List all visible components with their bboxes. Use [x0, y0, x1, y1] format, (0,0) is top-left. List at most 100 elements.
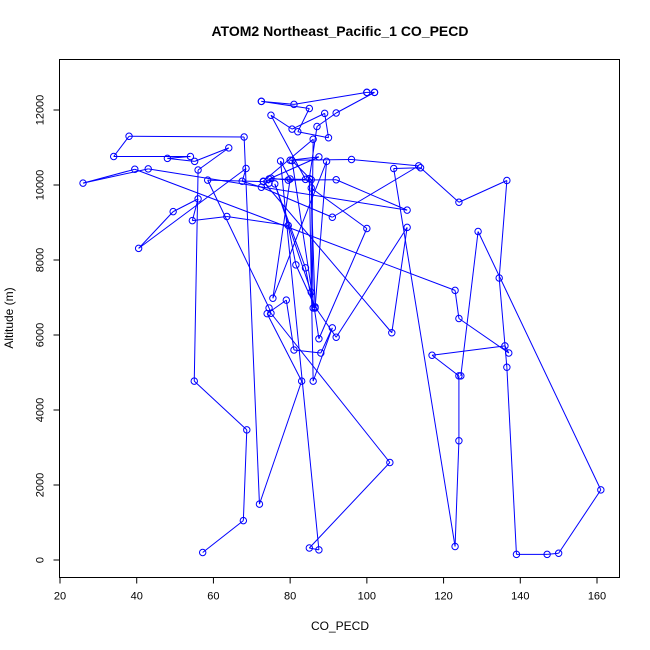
data-point [198, 548, 207, 557]
y-tick-label: 2000 [35, 473, 47, 497]
series-segment [393, 168, 456, 547]
series-segment [312, 327, 333, 382]
data-point [271, 180, 279, 188]
series-segment [129, 135, 245, 138]
data-point [543, 550, 551, 559]
series-segment [243, 136, 260, 505]
x-axis-label: CO_PECD [311, 619, 369, 633]
data-point [332, 109, 340, 117]
series-segment [192, 216, 227, 222]
data-point [307, 176, 315, 184]
data-point [125, 132, 133, 140]
series-segment [242, 429, 248, 521]
data-point [495, 274, 503, 282]
data-point [284, 221, 292, 230]
series-segment [82, 168, 135, 184]
data-point [144, 165, 152, 173]
series-segment [335, 179, 408, 211]
data-point [290, 100, 298, 109]
data-point [390, 164, 398, 173]
series-segment [420, 167, 460, 203]
data-point [455, 437, 463, 445]
series-segment [167, 157, 195, 162]
series-segment [335, 227, 408, 338]
series-segment [262, 138, 314, 182]
data-point [240, 133, 248, 141]
data-point [309, 135, 317, 143]
series-segment [266, 313, 303, 382]
series-segment [202, 520, 244, 553]
data-point [332, 176, 340, 184]
data-point [363, 224, 371, 233]
data-point [239, 516, 248, 525]
series-segment [351, 159, 419, 167]
y-tick-label: 0 [35, 557, 47, 563]
data-point [243, 426, 251, 434]
x-tick-label: 20 [54, 591, 66, 603]
data-point [457, 372, 465, 380]
series-segment [310, 187, 368, 229]
data-point [265, 179, 273, 187]
data-point [455, 198, 463, 206]
series-segment [558, 489, 602, 554]
series-segment [547, 552, 559, 555]
series-segment [318, 228, 368, 339]
series-segment [391, 227, 408, 333]
data-point [403, 223, 411, 232]
series-segment [191, 198, 199, 221]
data-point [313, 122, 321, 131]
data-point [311, 304, 319, 312]
series-segment [258, 380, 303, 505]
series-segment [272, 161, 328, 299]
data-point [455, 372, 463, 380]
series-segment [314, 161, 328, 309]
series-segment [310, 139, 314, 293]
data-point [309, 304, 317, 312]
y-tick-label: 10000 [35, 170, 47, 201]
series-segment [261, 186, 333, 218]
series-segment [297, 131, 329, 139]
y-axis-label: Altitude (m) [2, 287, 16, 348]
data-point [190, 377, 198, 385]
series-segment [280, 160, 320, 550]
data-point [203, 176, 212, 184]
plot-frame [59, 59, 620, 578]
data-point [134, 244, 143, 253]
data-point [110, 152, 118, 161]
x-tick-label: 60 [207, 591, 219, 603]
data-point [309, 377, 317, 385]
x-tick-label: 120 [434, 591, 452, 603]
series-points [79, 88, 605, 559]
data-point [324, 134, 333, 142]
series-segment [309, 547, 320, 551]
data-point [512, 550, 521, 559]
series-segment [287, 225, 297, 265]
series-segment [293, 349, 321, 354]
data-point [317, 349, 325, 357]
data-point [163, 154, 172, 163]
data-point [190, 157, 199, 166]
data-point [225, 144, 233, 152]
data-point [276, 157, 285, 165]
data-point [455, 314, 463, 323]
series-segment [324, 113, 329, 138]
data-point [386, 458, 394, 467]
data-point [388, 329, 396, 337]
data-point [292, 261, 300, 269]
data-point [451, 542, 459, 551]
data-point [267, 111, 275, 119]
data-point [131, 165, 139, 173]
series-segment [477, 231, 602, 491]
data-point [403, 206, 411, 214]
series-segment [172, 198, 199, 213]
series-segment [113, 135, 130, 157]
series-segment [261, 100, 310, 109]
data-point [320, 109, 329, 118]
x-tick-label: 40 [131, 591, 143, 603]
series-segment [270, 114, 293, 130]
y-tick-label: 4000 [35, 398, 47, 422]
data-point [186, 152, 195, 161]
data-point [505, 349, 513, 357]
series-segment [272, 178, 291, 299]
series-segment [431, 354, 460, 377]
